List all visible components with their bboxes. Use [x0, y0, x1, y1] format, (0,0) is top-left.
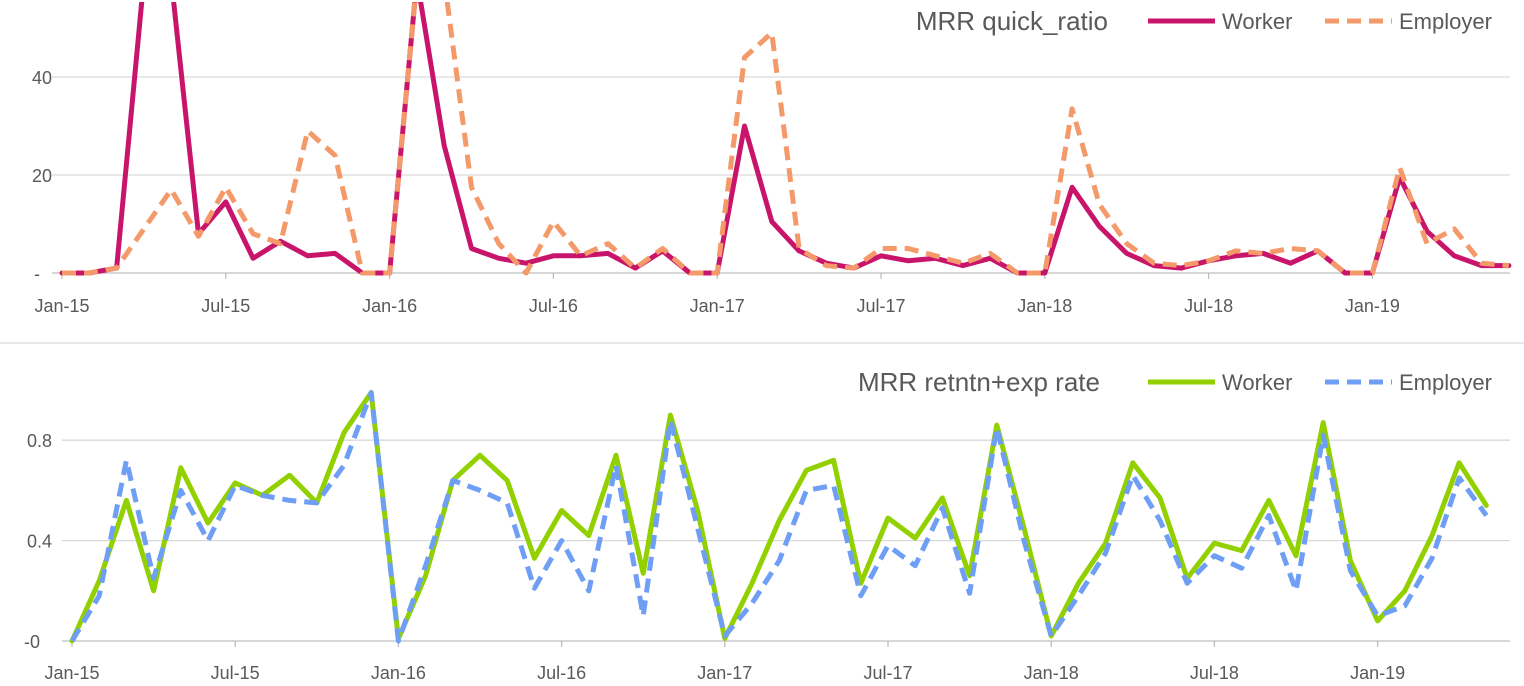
x-tick-label: Jan-18 — [1024, 663, 1079, 683]
series-layer — [59, 2, 1512, 276]
x-tick-label: Jul-16 — [537, 663, 586, 683]
y-tick-label: 20 — [32, 166, 52, 186]
chart-panel-top: - 20 40 Jan-15 Jul-15 Jan-16 Jul-16 Jan-17 Jul-… — [32, 2, 1512, 316]
x-tick-label: Jul-17 — [863, 663, 912, 683]
legend-label-employer: Employer — [1399, 370, 1492, 395]
legend-label-employer: Employer — [1399, 9, 1492, 34]
series-line-worker — [69, 390, 1489, 644]
y-gridlines — [62, 439, 1510, 542]
x-tick-label: Jan-16 — [362, 296, 417, 316]
x-tick-labels: Jan-15 Jul-15 Jan-16 Jul-16 Jan-17 Jul-17 Jan-… — [34, 296, 1399, 316]
x-tick-label: Jan-19 — [1345, 296, 1400, 316]
y-tick-labels: -0 0.4 0.8 — [24, 431, 52, 652]
x-tick-label: Jul-15 — [211, 663, 260, 683]
chart-title: MRR retntn+exp rate — [858, 367, 1100, 397]
x-tick-label: Jan-15 — [34, 296, 89, 316]
x-tick-label: Jan-19 — [1350, 663, 1405, 683]
x-tick-label: Jul-18 — [1184, 296, 1233, 316]
legend-label-worker: Worker — [1222, 9, 1293, 34]
x-tick-label: Jul-17 — [856, 296, 905, 316]
y-tick-label: 40 — [32, 68, 52, 88]
x-tick-labels: Jan-15 Jul-15 Jan-16 Jul-16 Jan-17 Jul-17 Jan-… — [44, 663, 1405, 683]
x-tick-label: Jan-17 — [697, 663, 752, 683]
chart-panel-bottom: -00.40.8 Jan-15 Jul-15 Jan-16 Jul-16 Jan-17 J… — [24, 367, 1510, 683]
y-tick-labels: - 20 40 — [32, 68, 52, 284]
legend: Worker Employer — [1148, 370, 1492, 395]
legend: Worker Employer — [1148, 9, 1492, 34]
x-tick-label: Jan-15 — [44, 663, 99, 683]
y-tick-label: 0.4 — [27, 532, 52, 552]
x-tick-label: Jul-18 — [1190, 663, 1239, 683]
y-tick-label: - — [34, 264, 40, 284]
y-tick-label: -0 — [24, 632, 40, 652]
x-tick-label: Jan-18 — [1017, 296, 1072, 316]
x-axis — [52, 272, 1510, 279]
x-axis — [62, 640, 1510, 647]
x-tick-label: Jul-15 — [201, 296, 250, 316]
series-line-employer — [69, 390, 1489, 644]
chart-title: MRR quick_ratio — [916, 6, 1108, 36]
series-line-worker — [59, 2, 1512, 276]
y-gridlines — [52, 76, 1510, 176]
x-tick-label: Jul-16 — [529, 296, 578, 316]
x-tick-label: Jan-17 — [690, 296, 745, 316]
legend-label-worker: Worker — [1222, 370, 1293, 395]
x-tick-label: Jan-16 — [371, 663, 426, 683]
y-tick-label: 0.8 — [27, 431, 52, 451]
series-layer — [69, 390, 1489, 644]
series-line-employer — [62, 2, 1510, 276]
